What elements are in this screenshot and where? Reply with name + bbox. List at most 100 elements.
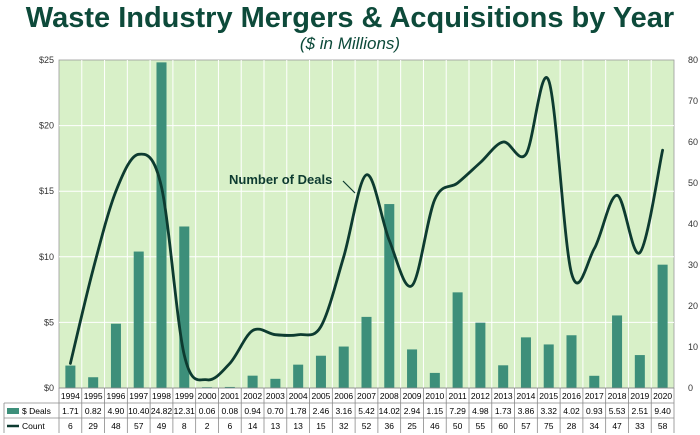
bar-deals [88,377,99,388]
data-label-count: 60 [498,421,508,431]
x-tick-label: 2005 [311,391,330,401]
data-label-deals: 14.02 [379,406,401,416]
x-tick-label: 2018 [608,391,627,401]
x-tick-label: 2010 [425,391,444,401]
data-label-deals: 12.31 [174,406,196,416]
data-label-deals: 2.51 [632,406,649,416]
x-tick-label: 2013 [494,391,513,401]
data-label-count: 14 [248,421,258,431]
annotation-leader [342,180,356,194]
bar-deals [452,292,463,388]
bar-deals [520,337,531,388]
legend-label-deals: $ Deals [22,406,51,416]
y-left-tick-label: $25 [39,55,54,65]
data-label-count: 47 [612,421,622,431]
bar-deals [65,365,76,388]
data-label-count: 33 [635,421,645,431]
bar-deals [315,355,326,388]
data-label-deals: 4.90 [108,406,125,416]
data-label-count: 28 [567,421,577,431]
data-label-count: 50 [453,421,463,431]
data-label-count: 57 [521,421,531,431]
data-label-deals: 5.53 [609,406,626,416]
y-right-tick-label: 80 [688,55,698,65]
data-label-deals: 1.78 [290,406,307,416]
bar-deals [384,204,395,388]
bar-deals [179,226,190,388]
data-label-count: 6 [68,421,73,431]
legend-key-deals [7,408,19,414]
data-label-deals: 10.40 [128,406,150,416]
x-tick-label: 2014 [516,391,535,401]
x-tick-label: 2004 [289,391,308,401]
data-label-deals: 5.42 [358,406,375,416]
bar-deals [293,364,304,388]
data-label-count: 2 [205,421,210,431]
bar-deals [566,335,577,388]
data-label-deals: 1.15 [427,406,444,416]
bar-deals [657,264,668,388]
x-tick-label: 2000 [198,391,217,401]
data-label-deals: 3.32 [540,406,557,416]
x-tick-label: 2017 [585,391,604,401]
x-tick-label: 2003 [266,391,285,401]
bar-deals [634,355,645,388]
data-label-deals: 9.40 [654,406,671,416]
x-tick-label: 2002 [243,391,262,401]
x-tick-label: 1995 [84,391,103,401]
x-tick-label: 2019 [630,391,649,401]
data-label-deals: 1.73 [495,406,512,416]
bar-deals [270,378,281,388]
y-left-tick-label: $0 [44,383,54,393]
bar-deals [110,323,121,388]
line-count [69,76,664,382]
data-label-count: 55 [476,421,486,431]
data-label-deals: 1.71 [62,406,79,416]
y-right-tick-label: 40 [688,219,698,229]
y-left-tick-label: $15 [39,186,54,196]
x-tick-label: 2020 [653,391,672,401]
data-label-deals: 2.94 [404,406,421,416]
y-right-tick-label: 70 [688,96,698,106]
bar-deals [612,315,623,388]
y-right-tick-label: 20 [688,301,698,311]
data-label-count: 57 [134,421,144,431]
data-label-deals: 24.82 [151,406,173,416]
data-label-deals: 2.46 [313,406,330,416]
data-label-count: 36 [385,421,395,431]
x-tick-label: 1999 [175,391,194,401]
x-tick-label: 2006 [334,391,353,401]
data-label-count: 25 [407,421,417,431]
bar-deals [156,62,167,388]
data-label-deals: 3.86 [518,406,535,416]
x-tick-label: 1994 [61,391,80,401]
bar-deals [133,251,144,388]
x-tick-label: 2012 [471,391,490,401]
data-label-count: 15 [316,421,326,431]
y-right-tick-label: 50 [688,178,698,188]
bar-deals [429,372,440,388]
data-label-count: 13 [293,421,303,431]
x-tick-label: 1996 [106,391,125,401]
y-left-tick-label: $5 [44,317,54,327]
data-label-deals: 7.29 [449,406,466,416]
y-right-tick-label: 60 [688,137,698,147]
x-tick-label: 1997 [129,391,148,401]
y-left-tick-label: $10 [39,252,54,262]
data-label-deals: 4.98 [472,406,489,416]
bar-deals [475,322,486,388]
data-label-deals: 4.02 [563,406,580,416]
x-tick-label: 2001 [220,391,239,401]
x-tick-label: 2009 [403,391,422,401]
chart-subtitle: ($ in Millions) [299,34,401,53]
data-label-count: 75 [544,421,554,431]
data-label-count: 8 [182,421,187,431]
x-tick-label: 2008 [380,391,399,401]
data-label-deals: 0.08 [222,406,239,416]
y-right-tick-label: 10 [688,342,698,352]
data-label-count: 32 [339,421,349,431]
legend-label-count: Count [22,421,45,431]
data-label-count: 34 [590,421,600,431]
y-right-tick-label: 0 [688,383,693,393]
